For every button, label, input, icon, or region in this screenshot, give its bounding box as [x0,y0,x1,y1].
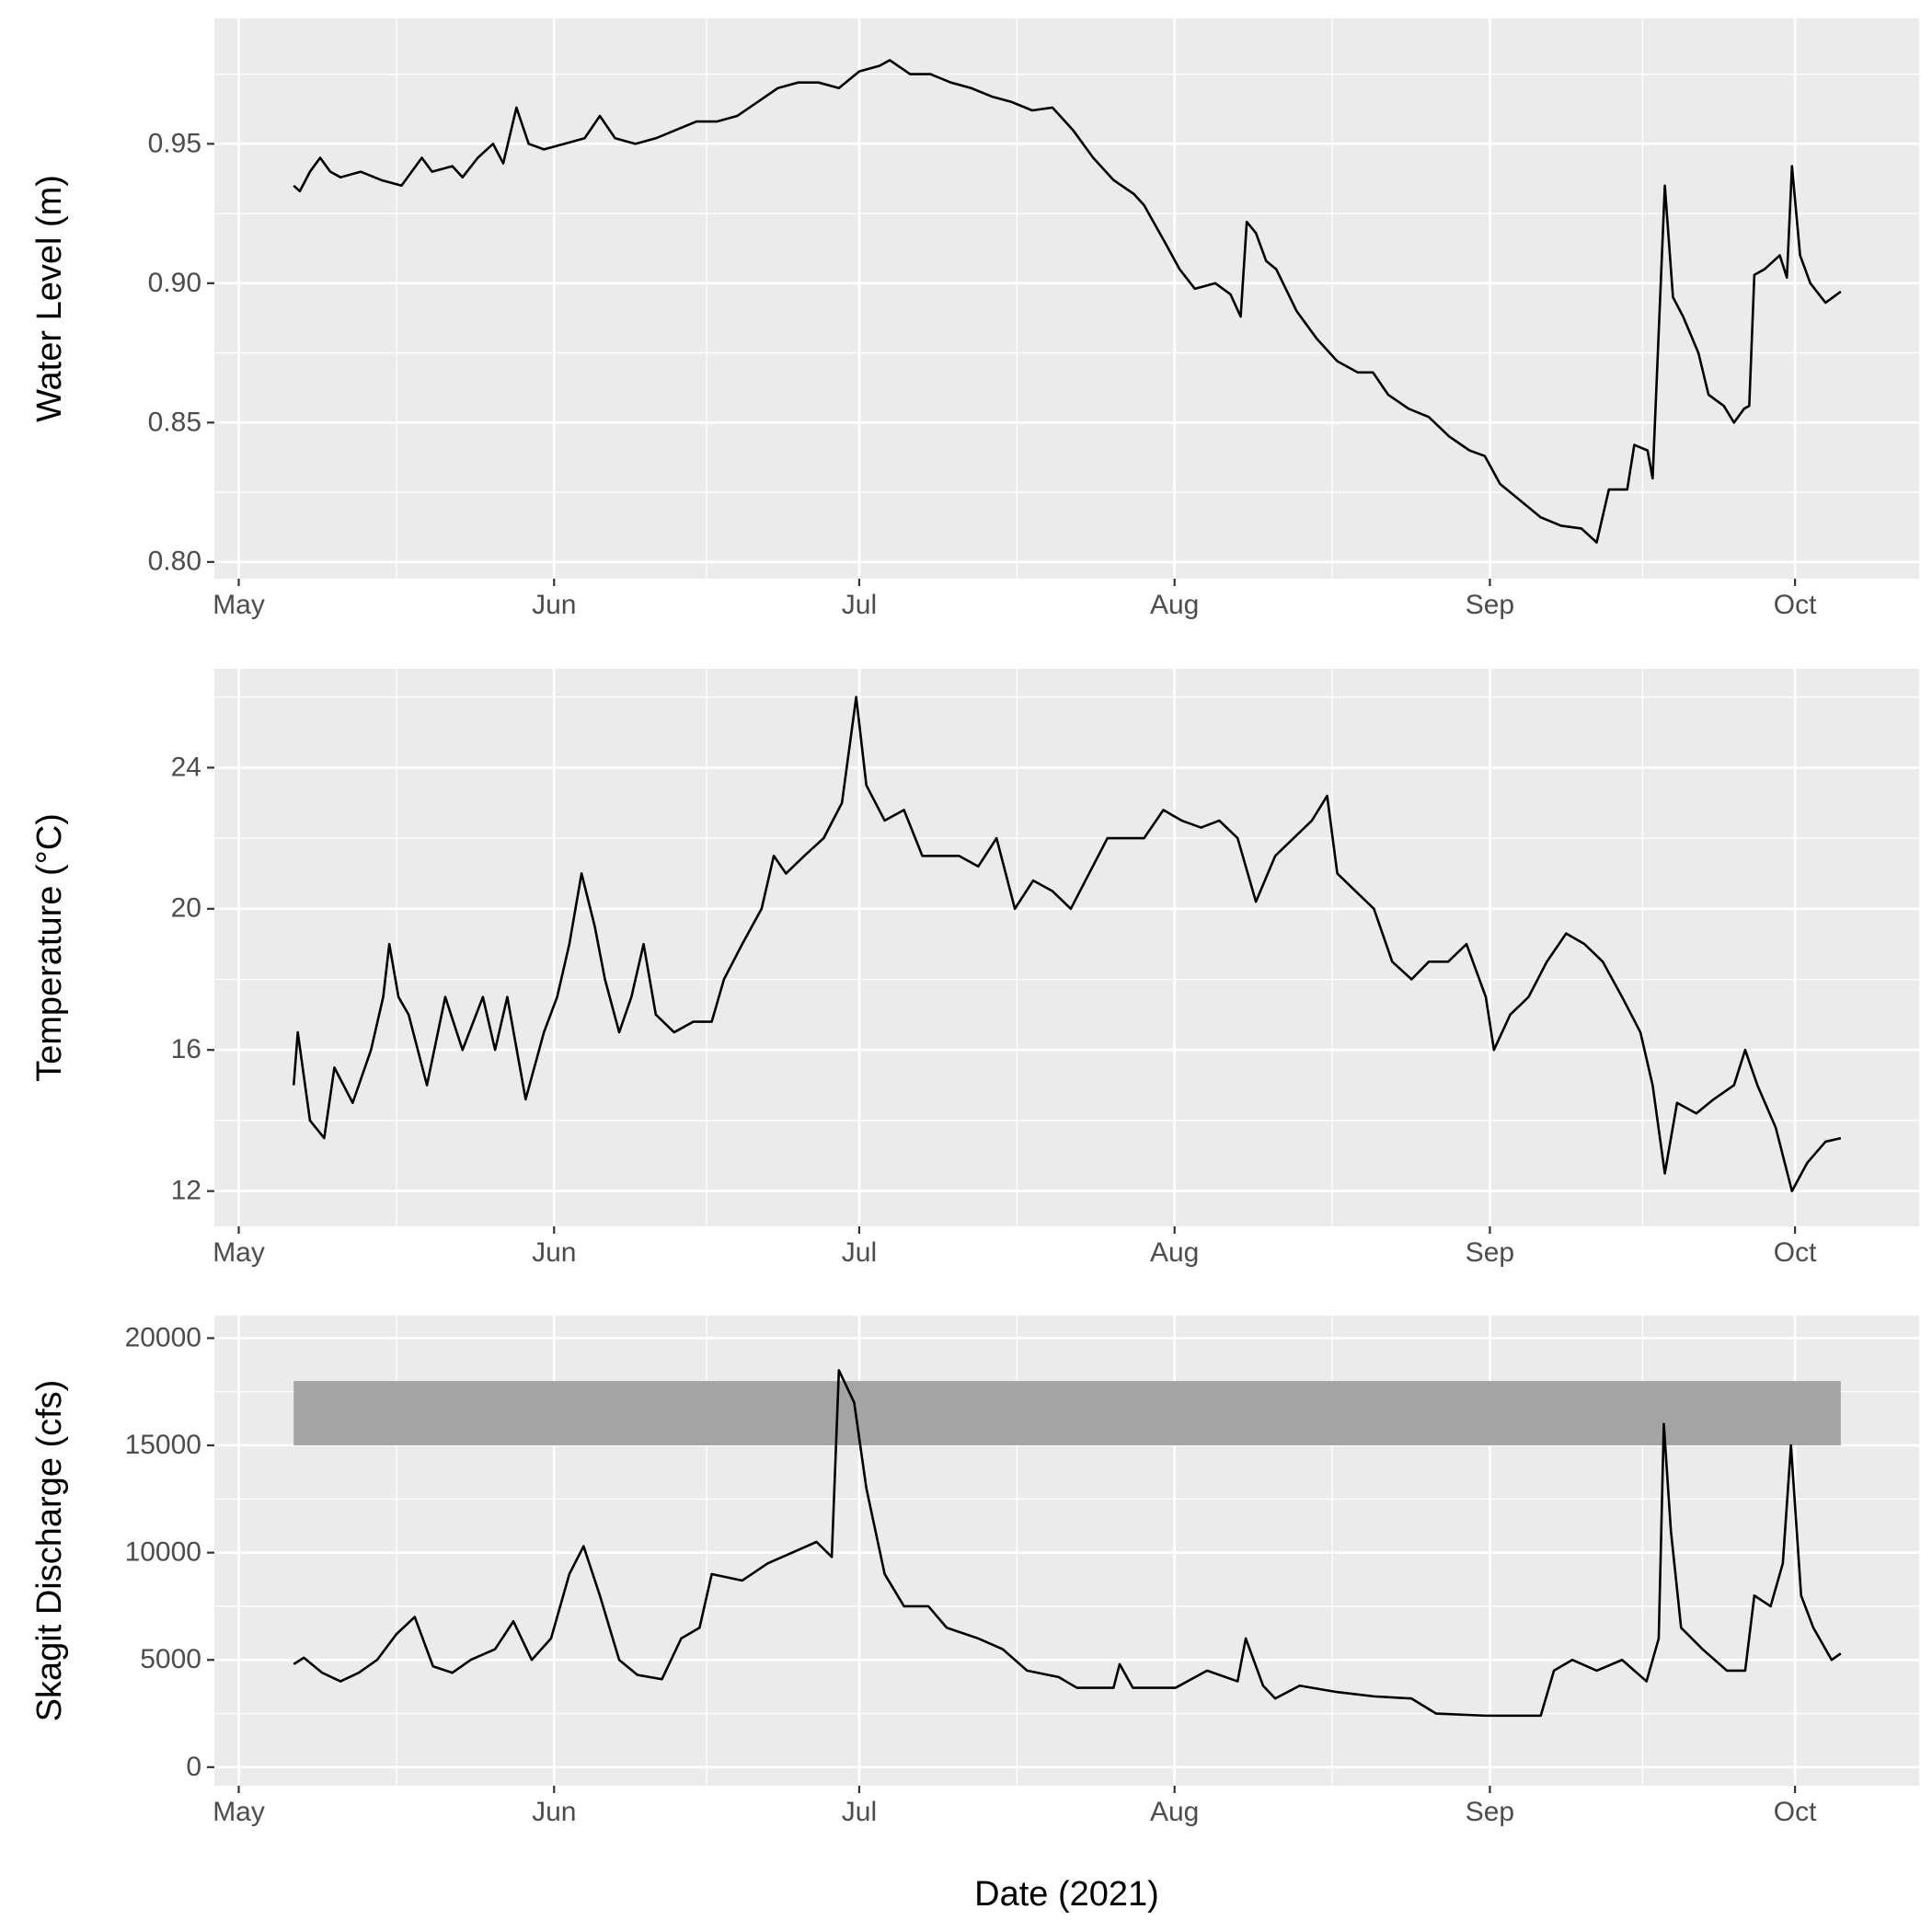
panel-background [214,669,1919,1226]
y-tick-label: 20 [171,893,201,924]
x-tick-label: May [213,1237,265,1268]
x-tick-label: Jul [842,1797,877,1827]
x-tick-label: Sep [1466,1237,1514,1268]
y-tick-label: 10000 [125,1537,201,1568]
y-tick-label: 0.90 [148,268,201,298]
y-tick-label: 15000 [125,1430,201,1460]
panel-background [214,18,1919,579]
x-tick-label: Jun [532,1237,576,1268]
x-tick-label: Aug [1150,1797,1199,1827]
x-tick-label: Jun [532,590,576,620]
x-tick-label: May [213,590,265,620]
y-tick-label: 24 [171,752,201,782]
y-tick-label: 20000 [125,1322,201,1352]
y-tick-label: 12 [171,1176,201,1206]
y-tick-label: 0.80 [148,546,201,577]
x-tick-label: Jul [842,590,877,620]
data-line [293,1369,1842,1718]
x-axis-title: Date (2021) [974,1875,1159,1914]
data-line [292,696,1842,1192]
shaded-band [293,1381,1841,1446]
x-tick-label: Oct [1774,590,1817,620]
y-axis-title: Temperature (°C) [30,813,69,1082]
y-tick-label: 0.85 [148,407,201,437]
x-tick-label: May [213,1797,265,1827]
x-tick-label: Jul [842,1237,877,1268]
y-tick-label: 5000 [140,1644,201,1674]
x-tick-label: Aug [1150,590,1199,620]
x-tick-label: Oct [1774,1237,1817,1268]
x-tick-label: Sep [1466,590,1514,620]
y-axis-title: Skagit Discharge (cfs) [30,1380,69,1722]
y-tick-label: 0.95 [148,128,201,158]
x-tick-label: Oct [1774,1797,1817,1827]
x-tick-label: Sep [1466,1797,1514,1827]
y-axis-title: Water Level (m) [30,175,69,422]
data-line [293,59,1842,544]
y-tick-label: 16 [171,1034,201,1064]
x-tick-label: Jun [532,1797,576,1827]
y-tick-label: 0 [186,1752,201,1782]
x-tick-label: Aug [1150,1237,1199,1268]
